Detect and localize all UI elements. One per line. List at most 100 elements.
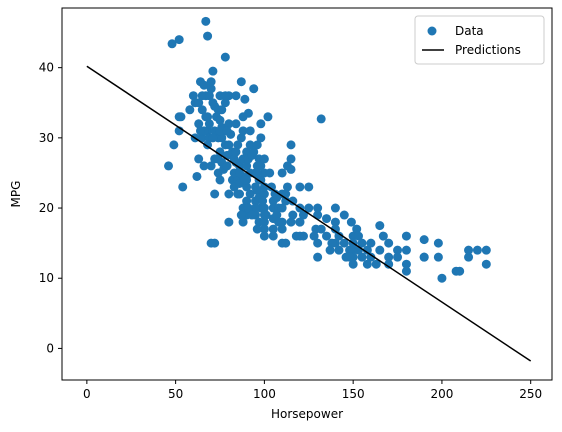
data-point bbox=[334, 245, 344, 255]
data-point bbox=[288, 196, 298, 206]
data-point bbox=[433, 252, 443, 262]
data-point bbox=[231, 91, 241, 101]
data-point bbox=[346, 217, 356, 227]
data-point bbox=[236, 77, 246, 87]
data-point bbox=[201, 16, 211, 26]
data-point bbox=[240, 175, 250, 185]
data-point bbox=[208, 133, 218, 143]
data-point bbox=[304, 182, 314, 192]
data-point bbox=[178, 182, 188, 192]
data-point bbox=[231, 147, 241, 157]
data-point bbox=[167, 39, 177, 49]
data-point bbox=[481, 259, 491, 269]
data-point bbox=[233, 189, 243, 199]
data-point bbox=[282, 182, 292, 192]
data-point bbox=[224, 217, 234, 227]
data-point bbox=[291, 231, 301, 241]
data-point bbox=[348, 259, 358, 269]
data-points bbox=[164, 16, 491, 283]
y-tick-label: 40 bbox=[39, 61, 54, 75]
x-axis-label: Horsepower bbox=[271, 407, 343, 421]
data-point bbox=[206, 161, 216, 171]
data-point bbox=[384, 238, 394, 248]
data-point bbox=[339, 210, 349, 220]
data-point bbox=[210, 189, 220, 199]
data-point bbox=[169, 140, 179, 150]
data-point bbox=[268, 231, 278, 241]
data-point bbox=[174, 112, 184, 122]
data-point bbox=[215, 126, 225, 136]
data-point bbox=[259, 189, 269, 199]
data-point bbox=[220, 52, 230, 62]
data-point bbox=[188, 91, 198, 101]
data-point bbox=[313, 252, 323, 262]
data-point bbox=[206, 84, 216, 94]
data-point bbox=[339, 238, 349, 248]
data-point bbox=[251, 203, 261, 213]
data-point bbox=[378, 231, 388, 241]
data-point bbox=[352, 224, 362, 234]
data-point bbox=[274, 217, 284, 227]
data-point bbox=[277, 168, 287, 178]
data-point bbox=[362, 245, 372, 255]
data-point bbox=[199, 161, 209, 171]
data-point bbox=[263, 112, 273, 122]
data-point bbox=[286, 154, 296, 164]
data-point bbox=[245, 140, 255, 150]
data-point bbox=[245, 189, 255, 199]
data-point bbox=[242, 196, 252, 206]
x-tick-label: 200 bbox=[430, 387, 453, 401]
data-point bbox=[252, 185, 262, 195]
data-point bbox=[247, 210, 257, 220]
data-point bbox=[437, 273, 447, 283]
data-point bbox=[204, 91, 214, 101]
data-point bbox=[208, 66, 218, 76]
data-point bbox=[259, 217, 269, 227]
data-point bbox=[192, 171, 202, 181]
data-point bbox=[393, 245, 403, 255]
data-point bbox=[195, 126, 205, 136]
legend-label-data: Data bbox=[455, 24, 484, 38]
data-point bbox=[259, 182, 269, 192]
data-point bbox=[224, 119, 234, 129]
data-point bbox=[322, 231, 332, 241]
data-point bbox=[199, 80, 209, 90]
data-point bbox=[224, 140, 234, 150]
data-point bbox=[185, 105, 195, 115]
x-tick-label: 0 bbox=[83, 387, 91, 401]
data-point bbox=[481, 245, 491, 255]
data-point bbox=[316, 114, 326, 124]
data-point bbox=[235, 168, 245, 178]
data-point bbox=[357, 252, 367, 262]
data-point bbox=[238, 112, 248, 122]
data-point bbox=[366, 252, 376, 262]
data-point bbox=[217, 105, 227, 115]
x-tick-label: 250 bbox=[519, 387, 542, 401]
data-point bbox=[330, 217, 340, 227]
data-point bbox=[194, 98, 204, 108]
data-point bbox=[261, 210, 271, 220]
data-point bbox=[206, 238, 216, 248]
legend-data-marker bbox=[427, 26, 437, 36]
data-point bbox=[433, 238, 443, 248]
data-point bbox=[256, 133, 266, 143]
data-point bbox=[258, 196, 268, 206]
x-axis-ticks: 0 50 100 150 200 250 bbox=[83, 380, 542, 401]
data-point bbox=[220, 91, 230, 101]
data-point bbox=[220, 98, 230, 108]
data-point bbox=[252, 224, 262, 234]
data-point bbox=[401, 231, 411, 241]
data-point bbox=[245, 126, 255, 136]
data-point bbox=[401, 259, 411, 269]
legend-label-predictions: Predictions bbox=[455, 43, 521, 57]
data-point bbox=[330, 224, 340, 234]
data-point bbox=[371, 259, 381, 269]
y-tick-label: 10 bbox=[39, 271, 54, 285]
data-point bbox=[298, 210, 308, 220]
data-point bbox=[455, 266, 465, 276]
data-point bbox=[313, 203, 323, 213]
data-point bbox=[327, 238, 337, 248]
data-point bbox=[304, 203, 314, 213]
data-point bbox=[242, 182, 252, 192]
